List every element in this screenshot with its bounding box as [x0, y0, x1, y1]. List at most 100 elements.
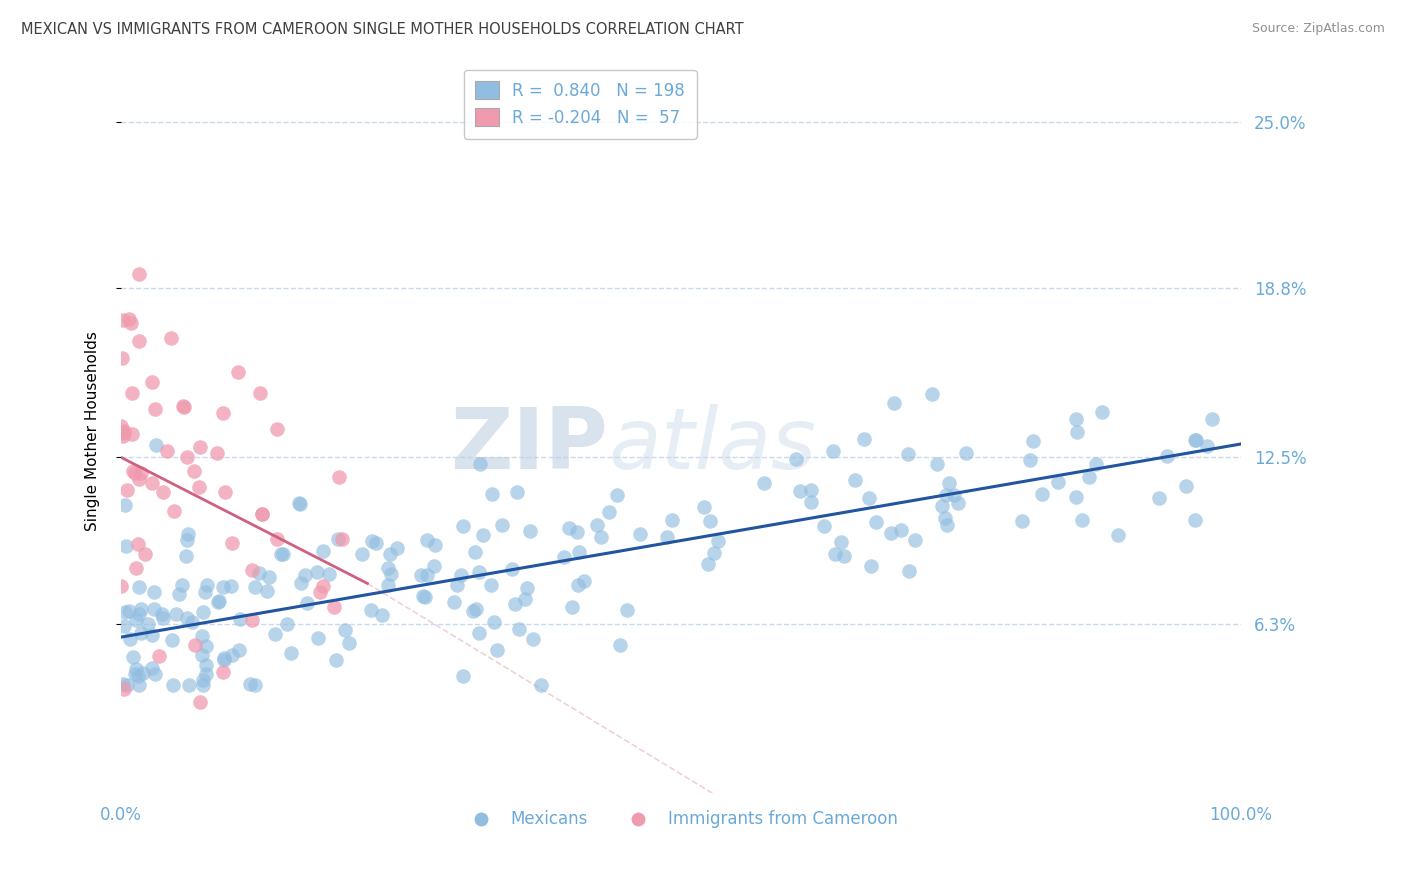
Point	[609, 638, 631, 652]
Point	[111, 425, 134, 440]
Point	[377, 577, 399, 591]
Point	[239, 677, 262, 691]
Point	[221, 579, 243, 593]
Point	[897, 564, 920, 578]
Point	[606, 488, 628, 502]
Point	[183, 464, 205, 478]
Point	[823, 444, 845, 458]
Point	[789, 484, 811, 499]
Point	[451, 669, 474, 683]
Point	[785, 452, 807, 467]
Point	[505, 598, 527, 612]
Point	[377, 561, 399, 575]
Point	[212, 650, 235, 665]
Point	[468, 457, 491, 471]
Point	[1184, 433, 1206, 447]
Point	[450, 568, 472, 582]
Point	[921, 387, 943, 401]
Point	[120, 632, 142, 646]
Point	[181, 615, 204, 629]
Point	[481, 577, 503, 591]
Point	[173, 401, 195, 415]
Point	[124, 667, 146, 681]
Point	[567, 578, 589, 592]
Point	[415, 590, 437, 604]
Point	[270, 547, 292, 561]
Point	[380, 566, 402, 581]
Point	[860, 559, 883, 574]
Point	[160, 633, 183, 648]
Point	[111, 428, 134, 442]
Point	[800, 483, 823, 497]
Point	[616, 602, 638, 616]
Point	[946, 496, 969, 510]
Point	[312, 579, 335, 593]
Point	[112, 681, 135, 696]
Point	[446, 578, 468, 592]
Point	[128, 607, 150, 621]
Point	[852, 433, 875, 447]
Point	[121, 427, 143, 442]
Point	[145, 438, 167, 452]
Point	[194, 585, 217, 599]
Point	[865, 515, 887, 529]
Point	[155, 444, 177, 458]
Point	[423, 538, 446, 552]
Point	[598, 505, 620, 519]
Point	[830, 534, 852, 549]
Point	[128, 334, 150, 348]
Point	[844, 473, 866, 487]
Point	[288, 496, 311, 510]
Point	[240, 613, 263, 627]
Point	[165, 607, 187, 622]
Text: ZIP: ZIP	[450, 403, 609, 486]
Point	[263, 627, 285, 641]
Point	[190, 629, 212, 643]
Point	[250, 507, 273, 521]
Point	[858, 491, 880, 506]
Point	[385, 541, 408, 555]
Point	[754, 475, 776, 490]
Point	[112, 425, 135, 440]
Point	[128, 268, 150, 282]
Point	[228, 642, 250, 657]
Point	[125, 662, 148, 676]
Point	[938, 476, 960, 491]
Point	[1022, 434, 1045, 448]
Point	[111, 351, 134, 366]
Point	[136, 617, 159, 632]
Point	[586, 517, 609, 532]
Point	[931, 499, 953, 513]
Point	[502, 562, 524, 576]
Point	[703, 546, 725, 560]
Point	[1031, 487, 1053, 501]
Point	[628, 527, 651, 541]
Point	[1066, 425, 1088, 440]
Point	[115, 539, 138, 553]
Point	[195, 667, 218, 681]
Point	[134, 547, 156, 561]
Point	[371, 608, 394, 623]
Point	[131, 666, 153, 681]
Point	[162, 678, 184, 692]
Point	[1091, 405, 1114, 419]
Point	[1070, 513, 1092, 527]
Text: Source: ZipAtlas.com: Source: ZipAtlas.com	[1251, 22, 1385, 36]
Point	[195, 578, 218, 592]
Point	[699, 514, 721, 528]
Point	[463, 603, 485, 617]
Legend: Mexicans, Immigrants from Cameroon: Mexicans, Immigrants from Cameroon	[457, 804, 904, 835]
Point	[568, 545, 591, 559]
Point	[229, 612, 252, 626]
Point	[266, 532, 288, 546]
Point	[176, 450, 198, 464]
Point	[472, 528, 495, 542]
Point	[513, 592, 536, 607]
Point	[193, 673, 215, 688]
Point	[883, 395, 905, 409]
Point	[280, 646, 302, 660]
Point	[325, 653, 347, 667]
Point	[530, 678, 553, 692]
Point	[207, 595, 229, 609]
Point	[188, 440, 211, 454]
